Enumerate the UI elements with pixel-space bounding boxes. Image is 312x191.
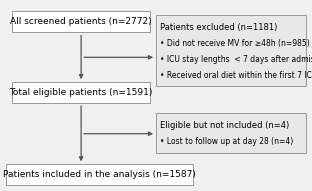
- Text: • Did not receive MV for ≥48h (n=985): • Did not receive MV for ≥48h (n=985): [160, 39, 310, 48]
- Text: Eligible but not included (n=4): Eligible but not included (n=4): [160, 121, 289, 130]
- FancyBboxPatch shape: [156, 15, 306, 86]
- FancyBboxPatch shape: [12, 82, 150, 103]
- FancyBboxPatch shape: [6, 164, 193, 185]
- Text: Patients included in the analysis (n=1587): Patients included in the analysis (n=158…: [3, 170, 196, 179]
- Text: Total eligible patients (n=1591): Total eligible patients (n=1591): [9, 88, 153, 97]
- Text: • Lost to follow up at day 28 (n=4): • Lost to follow up at day 28 (n=4): [160, 137, 293, 146]
- Text: • Received oral diet within the first 7 ICU days (n=135): • Received oral diet within the first 7 …: [160, 71, 312, 80]
- FancyBboxPatch shape: [156, 113, 306, 153]
- Text: • ICU stay lengths  < 7 days after admission (n=61): • ICU stay lengths < 7 days after admiss…: [160, 55, 312, 64]
- FancyBboxPatch shape: [12, 11, 150, 32]
- Text: Patients excluded (n=1181): Patients excluded (n=1181): [160, 23, 277, 32]
- Text: All screened patients (n=2772): All screened patients (n=2772): [10, 17, 152, 27]
